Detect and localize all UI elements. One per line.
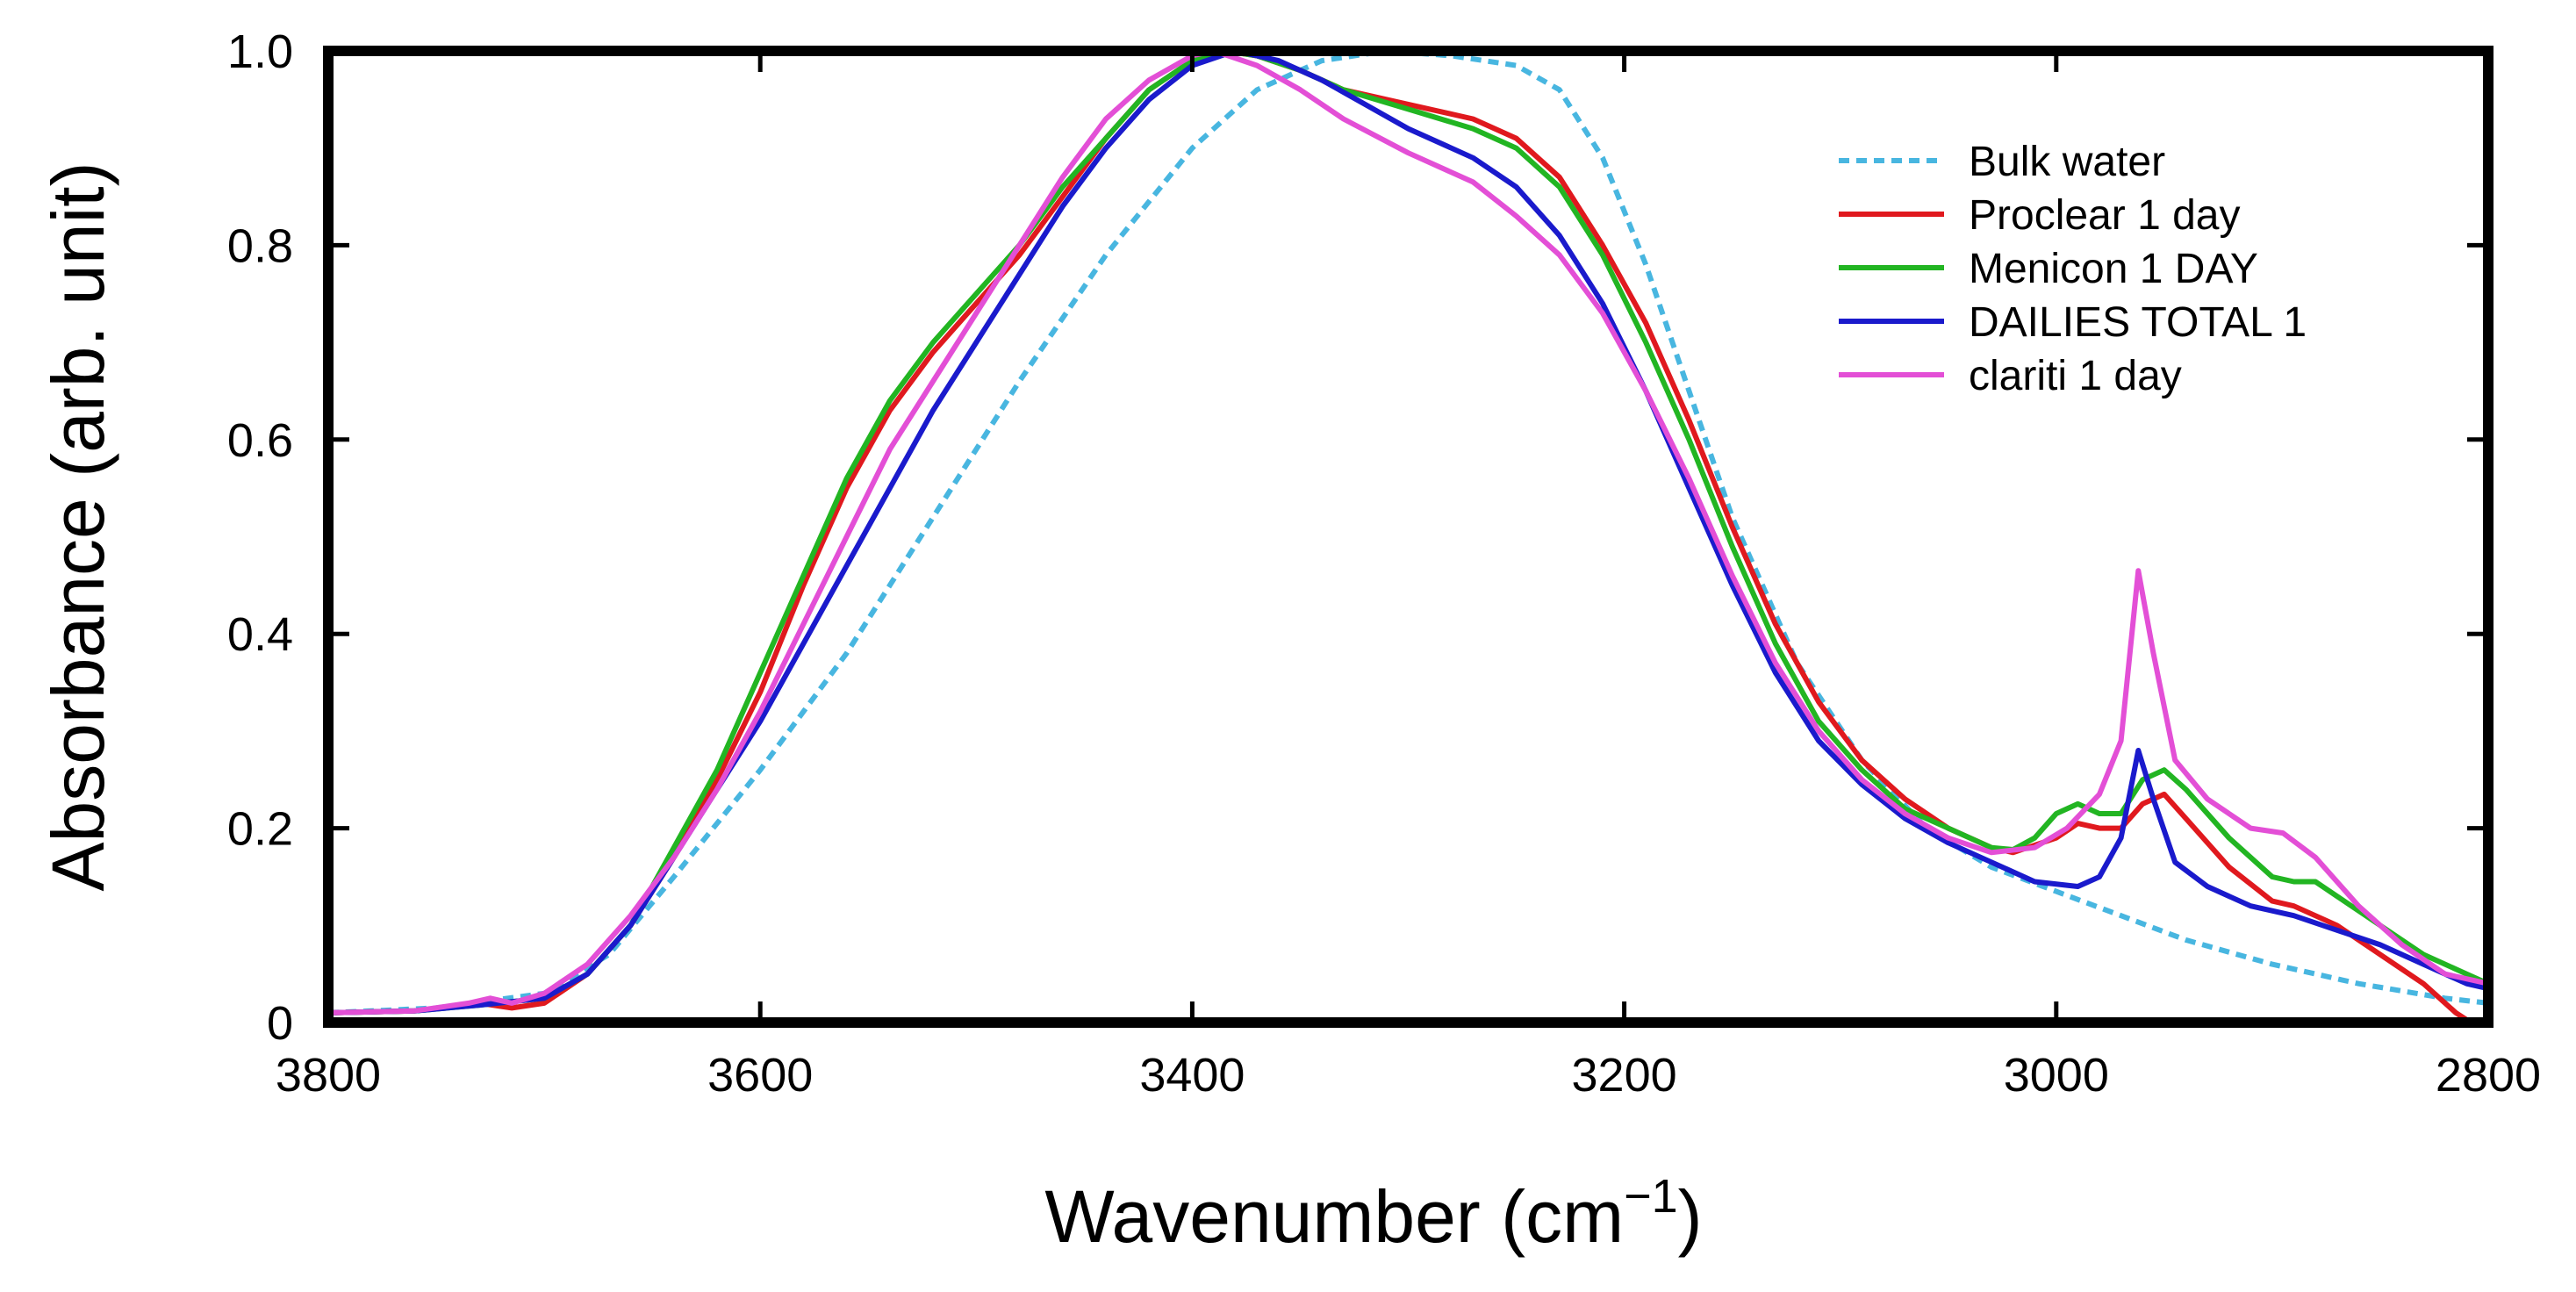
series-line-3: [326, 48, 2491, 1016]
x-tick-label: 3200: [1572, 1049, 1677, 1102]
legend-label: Proclear 1 day: [1969, 192, 2241, 239]
y-tick-label: 0.8: [227, 219, 293, 272]
x-tick-label: 3000: [2004, 1049, 2109, 1102]
x-axis-title: Wavenumber (cm−1): [1044, 1170, 1702, 1258]
x-tick-label: 3400: [1139, 1049, 1245, 1102]
series-line-2: [326, 48, 2491, 1016]
y-tick-label: 0.4: [227, 608, 293, 661]
x-tick-label: 3800: [276, 1049, 381, 1102]
y-tick-label: 0.2: [227, 803, 293, 856]
y-tick-label: 0.6: [227, 414, 293, 467]
series-line-0: [327, 48, 2489, 1016]
legend-label: DAILIES TOTAL 1: [1969, 299, 2307, 346]
x-tick-labels: 3800 3600 3400 3200 3000 2800: [276, 1049, 2541, 1102]
axis-ticks: [326, 48, 2491, 1025]
legend-label: Menicon 1 DAY: [1969, 246, 2258, 292]
series-line-4: [326, 48, 2491, 1016]
legend-label: clariti 1 day: [1969, 353, 2182, 399]
series-line-1: [326, 48, 2474, 1025]
plot-lines: [326, 48, 2491, 1025]
y-tick-label: 1.0: [227, 25, 293, 78]
y-axis-title: Absorbance (arb. unit): [37, 162, 119, 891]
y-tick-labels: 0 0.2 0.4 0.6 0.8 1.0: [227, 25, 293, 1050]
plot-frame: [323, 46, 2493, 1028]
x-tick-label: 3600: [707, 1049, 813, 1102]
y-tick-label: 0: [267, 997, 293, 1050]
legend: Bulk water Proclear 1 day Menicon 1 DAY DAI…: [1839, 139, 2307, 399]
legend-label: Bulk water: [1969, 139, 2165, 185]
x-tick-label: 2800: [2436, 1049, 2541, 1102]
